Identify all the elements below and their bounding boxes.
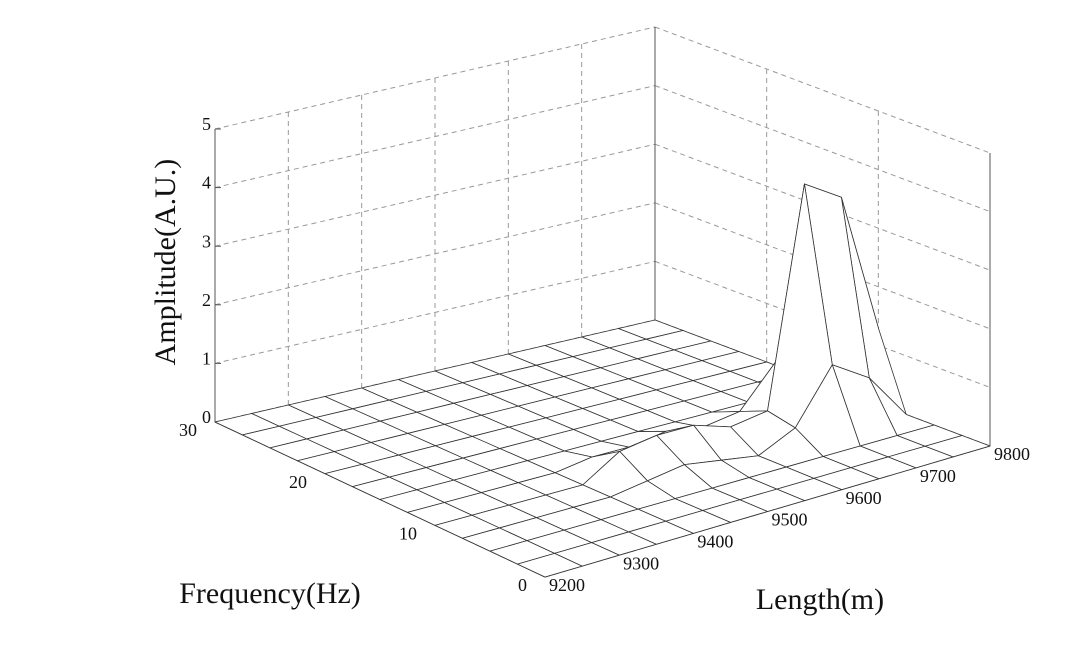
x-tick-label: 9600 <box>846 488 882 508</box>
z-tick-label: 5 <box>202 114 211 134</box>
grid-line <box>654 202 991 330</box>
y-tick-label: 10 <box>399 523 417 543</box>
z-tick-label: 3 <box>202 231 211 251</box>
x-tick-label: 9200 <box>549 575 585 595</box>
x-tick-label: 9700 <box>920 466 956 486</box>
x-tick-label: 9400 <box>697 531 733 551</box>
z-tick-label: 0 <box>202 407 211 427</box>
x-axis-label: Length(m) <box>756 583 884 616</box>
z-tick-label: 2 <box>202 290 211 310</box>
y-tick-label: 0 <box>518 575 527 595</box>
grid-line <box>654 143 991 271</box>
x-tick-label: 9500 <box>772 510 808 530</box>
grid-line <box>214 26 656 130</box>
y-tick-label: 30 <box>179 420 197 440</box>
grid-line <box>654 85 991 213</box>
mesh-cell <box>517 552 583 578</box>
y-tick-label: 20 <box>289 472 307 492</box>
z-tick-label: 1 <box>202 349 211 369</box>
x-tick-label: 9300 <box>623 553 659 573</box>
grid-line <box>654 26 991 154</box>
z-tick-label: 4 <box>202 173 211 193</box>
grid-line <box>654 260 991 388</box>
z-axis-label: Amplitude(A.U.) <box>149 159 182 366</box>
x-tick-label: 9800 <box>994 444 1030 464</box>
y-axis-label: Frequency(Hz) <box>179 577 361 610</box>
